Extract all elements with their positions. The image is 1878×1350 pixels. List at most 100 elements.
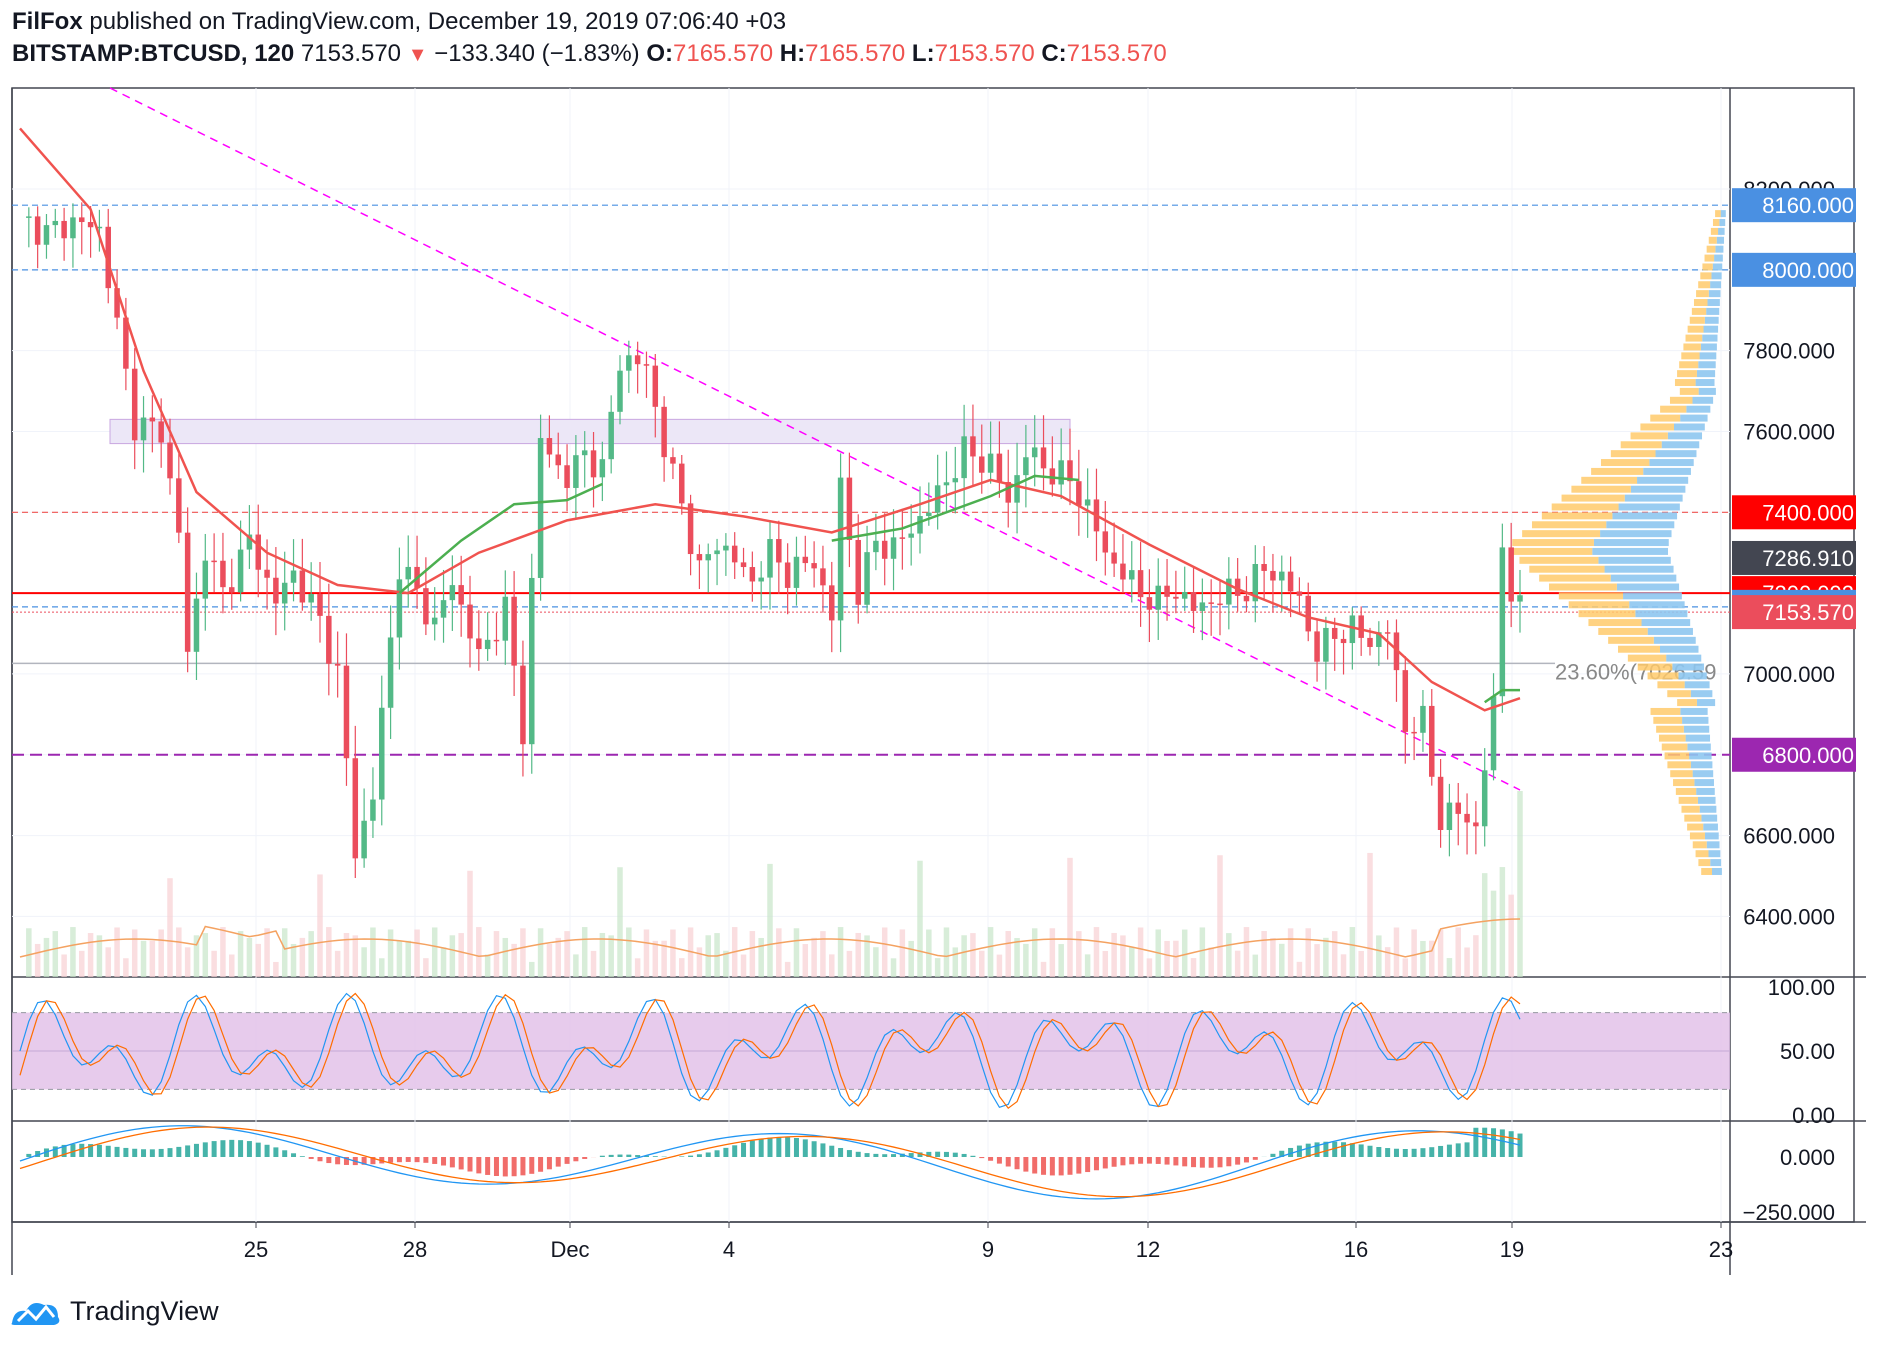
author-name[interactable]: FilFox [12, 8, 83, 35]
volume-profile-bar [1664, 752, 1690, 760]
price-change: −133.340 (−1.83%) [434, 40, 640, 67]
candle-body [820, 568, 826, 586]
macd-histogram-bar [564, 1157, 570, 1164]
volume-bar [758, 937, 764, 977]
macd-histogram-bar [723, 1147, 729, 1157]
macd-histogram-bar [935, 1151, 941, 1157]
volume-bar [458, 933, 464, 977]
volume-profile-bar [1598, 556, 1671, 564]
volume-bar [1208, 947, 1214, 977]
macd-histogram-bar [546, 1157, 552, 1170]
candle-body [1014, 475, 1020, 503]
volume-bar [1287, 928, 1294, 977]
stochastic-d-line [19, 992, 1521, 1110]
candle-body [855, 539, 861, 605]
macd-histogram-bar [26, 1153, 32, 1157]
volume-bar [1093, 927, 1100, 977]
macd-histogram-bar [1349, 1143, 1355, 1157]
volume-bar [1261, 931, 1267, 977]
volume-bar [290, 943, 297, 977]
volume-profile-bar [1635, 610, 1688, 618]
volume-bar [229, 954, 235, 977]
volume-bar [1473, 935, 1479, 977]
candle-body [70, 217, 76, 239]
volume-bar [855, 932, 861, 977]
volume-bar [1331, 931, 1338, 977]
price-chart[interactable]: 23.60%(7026.598200.0007800.0007600.00070… [0, 0, 1878, 1290]
macd-histogram-bar [1420, 1148, 1426, 1157]
volume-profile-bar [1687, 325, 1704, 333]
macd-histogram-bar [432, 1157, 438, 1164]
candle-body [1464, 813, 1470, 823]
volume-profile-bar [1623, 592, 1682, 600]
macd-histogram-bar [732, 1145, 738, 1157]
volume-bar [255, 943, 261, 977]
symbol-label[interactable]: BITSTAMP:BTCUSD, 120 [12, 40, 295, 67]
volume-bar [829, 954, 835, 977]
volume-profile-bar [1701, 867, 1712, 875]
volume-bar [1040, 961, 1047, 977]
macd-histogram-bar [1455, 1143, 1461, 1157]
volume-bar [308, 931, 314, 977]
macd-histogram-bar [891, 1154, 897, 1157]
tradingview-brand[interactable]: TradingView [70, 1296, 219, 1326]
macd-histogram-bar [361, 1157, 367, 1165]
volume-bar [1499, 867, 1506, 977]
candle-body [970, 436, 976, 457]
macd-histogram-bar [211, 1141, 217, 1157]
volume-profile-bar [1568, 601, 1630, 609]
volume-profile-bar [1588, 619, 1642, 627]
candle-body [546, 438, 553, 455]
volume-profile-bar [1711, 272, 1722, 280]
candle-body [246, 534, 253, 550]
macd-axis-label: 0.000 [1780, 1145, 1835, 1170]
price-axis-label: 7800.000 [1743, 339, 1835, 364]
volume-bar [811, 937, 817, 977]
macd-histogram-bar [370, 1157, 376, 1165]
volume-profile-bar [1716, 236, 1725, 244]
macd-histogram-bar [1041, 1157, 1047, 1175]
candle-body [202, 560, 209, 599]
volume-bar [167, 878, 173, 977]
candle-body [864, 552, 870, 605]
candle-body [1349, 615, 1356, 644]
candle-body [343, 665, 350, 759]
moving-average-red [19, 127, 1521, 712]
volume-profile-bar [1670, 770, 1693, 778]
candle-body [1173, 596, 1179, 599]
time-axis-label: 4 [723, 1237, 735, 1262]
macd-histogram-bar [255, 1142, 261, 1157]
price-tag [1732, 595, 1856, 630]
volume-profile-bar [1616, 583, 1680, 591]
macd-histogram-bar [167, 1148, 173, 1157]
candle-body [1120, 563, 1126, 580]
candle-body [1137, 570, 1144, 598]
volume-profile-bar [1685, 734, 1711, 742]
volume-profile-bar [1660, 405, 1687, 413]
candle-body [281, 582, 288, 604]
volume-bar [449, 935, 456, 977]
volume-profile-bar [1578, 610, 1636, 618]
macd-histogram-bar [741, 1142, 747, 1157]
volume-bar [502, 937, 509, 977]
macd-histogram-bar [1182, 1157, 1188, 1167]
candle-body [123, 317, 129, 369]
volume-profile-bar [1684, 681, 1710, 689]
volume-bar [387, 929, 394, 977]
candle-body [811, 563, 817, 569]
macd-histogram-bar [1402, 1148, 1408, 1157]
last-price: 7153.570 [300, 40, 402, 67]
volume-profile-bar [1653, 716, 1683, 724]
volume-profile-bar [1712, 867, 1722, 875]
candle-body [996, 453, 1003, 483]
candle-body [1146, 597, 1153, 610]
candle-body [299, 570, 306, 603]
candle-body [255, 534, 261, 570]
macd-histogram-bar [793, 1138, 799, 1157]
volume-profile-bar [1697, 796, 1716, 804]
candle-body [890, 537, 897, 559]
tradingview-logo-icon[interactable] [10, 1297, 62, 1327]
volume-profile-bar [1673, 779, 1695, 787]
volume-bar [581, 927, 588, 977]
candle-body [493, 639, 500, 642]
